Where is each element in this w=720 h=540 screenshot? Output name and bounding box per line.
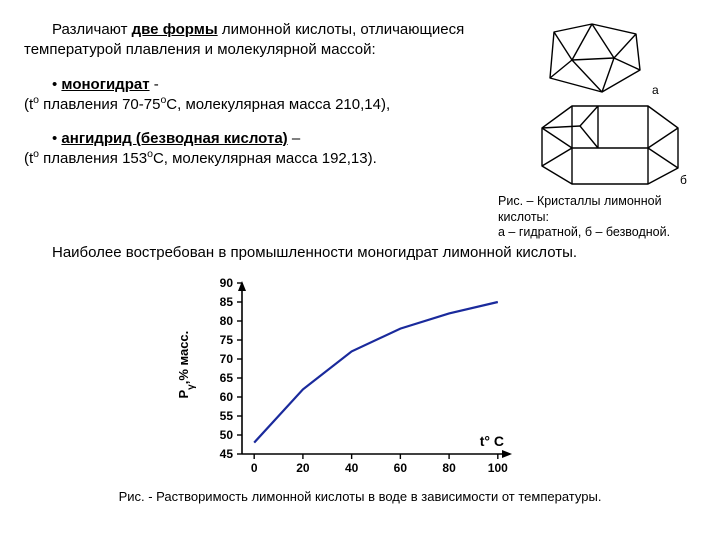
svg-text:80: 80: [442, 461, 456, 475]
svg-text:0: 0: [251, 461, 258, 475]
crystal-a-svg: а: [532, 20, 662, 98]
svg-text:100: 100: [488, 461, 508, 475]
crystal-caption-l2: а – гидратной, б – безводной.: [498, 225, 696, 241]
chart-caption: Рис. - Растворимость лимонной кислоты в …: [24, 488, 696, 506]
svg-text:85: 85: [220, 295, 234, 309]
svg-text:55: 55: [220, 409, 234, 423]
crystal-a-label: а: [652, 83, 659, 97]
svg-text:20: 20: [296, 461, 310, 475]
after-paragraph: Наиболее востребован в промышленности мо…: [24, 243, 696, 263]
intro-paragraph: Различают две формы лимонной кислоты, от…: [24, 20, 490, 61]
item1-block: • моногидрат - (to плавления 70-75oC, мо…: [24, 75, 490, 116]
crystal-caption: Рис. – Кристаллы лимонной кислоты: а – г…: [498, 194, 696, 241]
svg-text:60: 60: [394, 461, 408, 475]
svg-text:40: 40: [345, 461, 359, 475]
svg-text:45: 45: [220, 447, 234, 461]
item2-dash: –: [288, 130, 301, 147]
svg-text:Pγ,% масс.: Pγ,% масс.: [176, 331, 197, 399]
item1-detail: (to плавления 70-75oC, молекулярная масс…: [24, 95, 490, 115]
crystal-caption-l1: Рис. – Кристаллы лимонной кислоты:: [498, 194, 696, 225]
chart-svg: 45 50 55 60 65 70 75 80 85 90 0 20 40 60 80 100 Pγ,% мас…: [170, 277, 550, 482]
item2-title-line: • ангидрид (безводная кислота) –: [52, 129, 490, 149]
svg-text:65: 65: [220, 371, 234, 385]
solubility-chart: 45 50 55 60 65 70 75 80 85 90 0 20 40 60 80 100 Pγ,% мас…: [24, 277, 696, 482]
crystal-b-svg: б: [528, 98, 688, 188]
svg-text:50: 50: [220, 428, 234, 442]
item2-title: ангидрид (безводная кислота): [61, 130, 287, 147]
crystal-b-label: б: [680, 173, 687, 187]
svg-text:60: 60: [220, 390, 234, 404]
item1-dash: -: [150, 76, 159, 93]
crystal-figure-column: а б Рис. – Кристаллы лимон: [498, 20, 696, 241]
svg-text:90: 90: [220, 277, 234, 290]
svg-text:75: 75: [220, 333, 234, 347]
svg-text:t° C: t° C: [480, 433, 504, 449]
intro-bold: две формы: [132, 21, 218, 38]
item1-title-line: • моногидрат -: [52, 75, 490, 95]
item2-block: • ангидрид (безводная кислота) – (to пла…: [24, 129, 490, 170]
intro-prefix: Различают: [52, 21, 132, 38]
svg-text:80: 80: [220, 314, 234, 328]
item2-detail: (to плавления 153oC, молекулярная масса …: [24, 149, 490, 169]
text-column: Различают две формы лимонной кислоты, от…: [24, 20, 498, 241]
svg-text:70: 70: [220, 352, 234, 366]
item1-title: моногидрат: [61, 76, 149, 93]
